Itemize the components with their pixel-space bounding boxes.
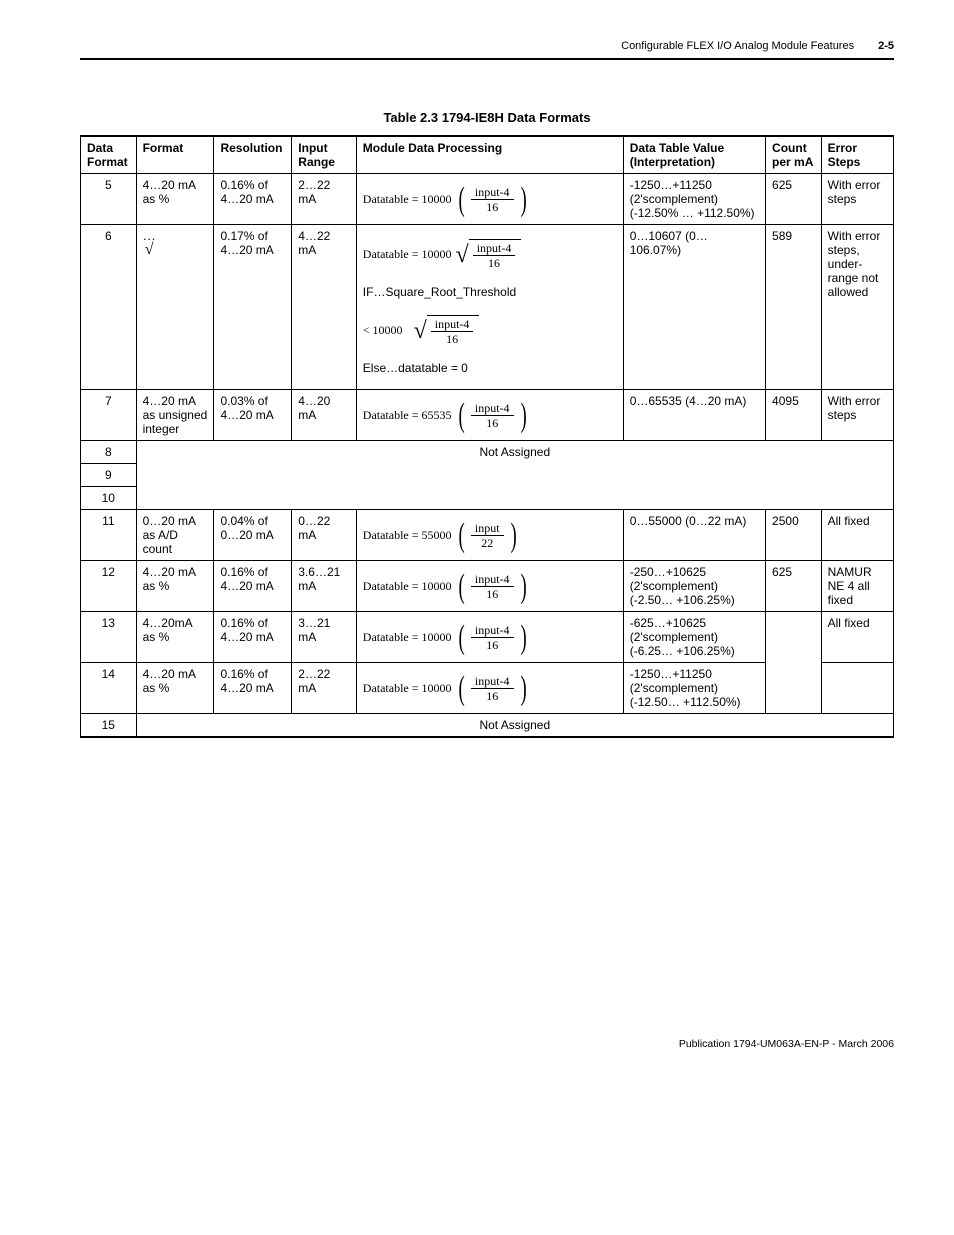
cell-error: NAMUR NE 4 all fixed [821,561,893,612]
cell-resolution: 0.16% of 4…20 mA [214,174,292,225]
cell-mdp: Datatable = 10000 ( input-416 ) [356,174,623,225]
page-header: Configurable FLEX I/O Analog Module Feat… [80,40,894,52]
cell-dtv: -625…+10625 (2'scomplement) (-6.25… +106… [623,612,765,663]
col-format: Format [136,136,214,174]
cell-input-range: 2…22 mA [292,174,357,225]
cell-format: …√ [136,225,214,390]
cell-df: 12 [81,561,137,612]
table-row: 12 4…20 mA as % 0.16% of 4…20 mA 3.6…21 … [81,561,894,612]
cell-input-range: 4…22 mA [292,225,357,390]
table-title: Table 2.3 1794-IE8H Data Formats [80,110,894,125]
cell-mdp: Datatable = 10000 √input-416 IF…Square_R… [356,225,623,390]
cell-input-range: 2…22 mA [292,663,357,714]
cell-not-assigned [136,464,893,487]
cell-format: 0…20 mA as A/D count [136,510,214,561]
cell-format: 4…20 mA as % [136,663,214,714]
cell-error: With error steps [821,174,893,225]
table-row: 14 4…20 mA as % 0.16% of 4…20 mA 2…22 mA… [81,663,894,714]
cell-error: With error steps [821,390,893,441]
cell-mdp: Datatable = 10000 ( input-416 ) [356,612,623,663]
chapter-title: Configurable FLEX I/O Analog Module Feat… [621,40,854,52]
cell-count: 589 [766,225,822,390]
cell-count: 4095 [766,390,822,441]
cell-resolution: 0.04% of 0…20 mA [214,510,292,561]
data-formats-table: Data Format Format Resolution Input Rang… [80,135,894,738]
table-row: 5 4…20 mA as % 0.16% of 4…20 mA 2…22 mA … [81,174,894,225]
cell-dtv: 0…65535 (4…20 mA) [623,390,765,441]
cell-resolution: 0.17% of 4…20 mA [214,225,292,390]
cell-resolution: 0.16% of 4…20 mA [214,663,292,714]
table-row: 6 …√ 0.17% of 4…20 mA 4…22 mA Datatable … [81,225,894,390]
col-data-format: Data Format [81,136,137,174]
cell-input-range: 3.6…21 mA [292,561,357,612]
cell-count: 625 [766,174,822,225]
cell-resolution: 0.16% of 4…20 mA [214,612,292,663]
col-module-data-processing: Module Data Processing [356,136,623,174]
cell-error: All fixed [821,612,893,663]
cell-df: 15 [81,714,137,738]
cell-not-assigned [136,487,893,510]
cell-df: 13 [81,612,137,663]
cell-error [821,663,893,714]
cell-input-range: 4…20 mA [292,390,357,441]
col-input-range: Input Range [292,136,357,174]
cell-input-range: 0…22 mA [292,510,357,561]
cell-df: 10 [81,487,137,510]
table-row: 8 Not Assigned [81,441,894,464]
cell-dtv: -1250…+11250 (2'scomplement) (-12.50% … … [623,174,765,225]
table-row: 7 4…20 mA as unsigned integer 0.03% of 4… [81,390,894,441]
cell-resolution: 0.03% of 4…20 mA [214,390,292,441]
table-row: 15 Not Assigned [81,714,894,738]
col-error-steps: Error Steps [821,136,893,174]
cell-df: 14 [81,663,137,714]
table-row: 10 [81,487,894,510]
cell-format: 4…20 mA as % [136,174,214,225]
cell-not-assigned: Not Assigned [136,714,893,738]
table-header-row: Data Format Format Resolution Input Rang… [81,136,894,174]
cell-resolution: 0.16% of 4…20 mA [214,561,292,612]
cell-df: 5 [81,174,137,225]
cell-df: 9 [81,464,137,487]
publication-footer: Publication 1794-UM063A-EN-P - March 200… [80,1038,894,1050]
cell-count: 2500 [766,510,822,561]
cell-df: 7 [81,390,137,441]
cell-df: 6 [81,225,137,390]
table-row: 9 [81,464,894,487]
cell-dtv: 0…55000 (0…22 mA) [623,510,765,561]
cell-input-range: 3…21 mA [292,612,357,663]
cell-dtv: 0…10607 (0…106.07%) [623,225,765,390]
cell-count [766,663,822,714]
table-row: 13 4…20mA as % 0.16% of 4…20 mA 3…21 mA … [81,612,894,663]
cell-format: 4…20 mA as unsigned integer [136,390,214,441]
cell-mdp: Datatable = 65535 ( input-416 ) [356,390,623,441]
cell-mdp: Datatable = 10000 ( input-416 ) [356,663,623,714]
cell-count: 625 [766,561,822,612]
cell-format: 4…20mA as % [136,612,214,663]
col-resolution: Resolution [214,136,292,174]
cell-count [766,612,822,663]
cell-dtv: -250…+10625 (2'scomplement) (-2.50… +106… [623,561,765,612]
cell-not-assigned: Not Assigned [136,441,893,464]
col-count-per-ma: Count per mA [766,136,822,174]
table-row: 11 0…20 mA as A/D count 0.04% of 0…20 mA… [81,510,894,561]
cell-df: 8 [81,441,137,464]
cell-error: With error steps, under-range not allowe… [821,225,893,390]
col-data-table-value: Data Table Value (Interpretation) [623,136,765,174]
cell-dtv: -1250…+11250 (2'scomplement) (-12.50… +1… [623,663,765,714]
cell-mdp: Datatable = 55000 ( input22 ) [356,510,623,561]
cell-mdp: Datatable = 10000 ( input-416 ) [356,561,623,612]
cell-error: All fixed [821,510,893,561]
cell-format: 4…20 mA as % [136,561,214,612]
cell-df: 11 [81,510,137,561]
header-rule [80,58,894,60]
page-number: 2-5 [878,40,894,52]
